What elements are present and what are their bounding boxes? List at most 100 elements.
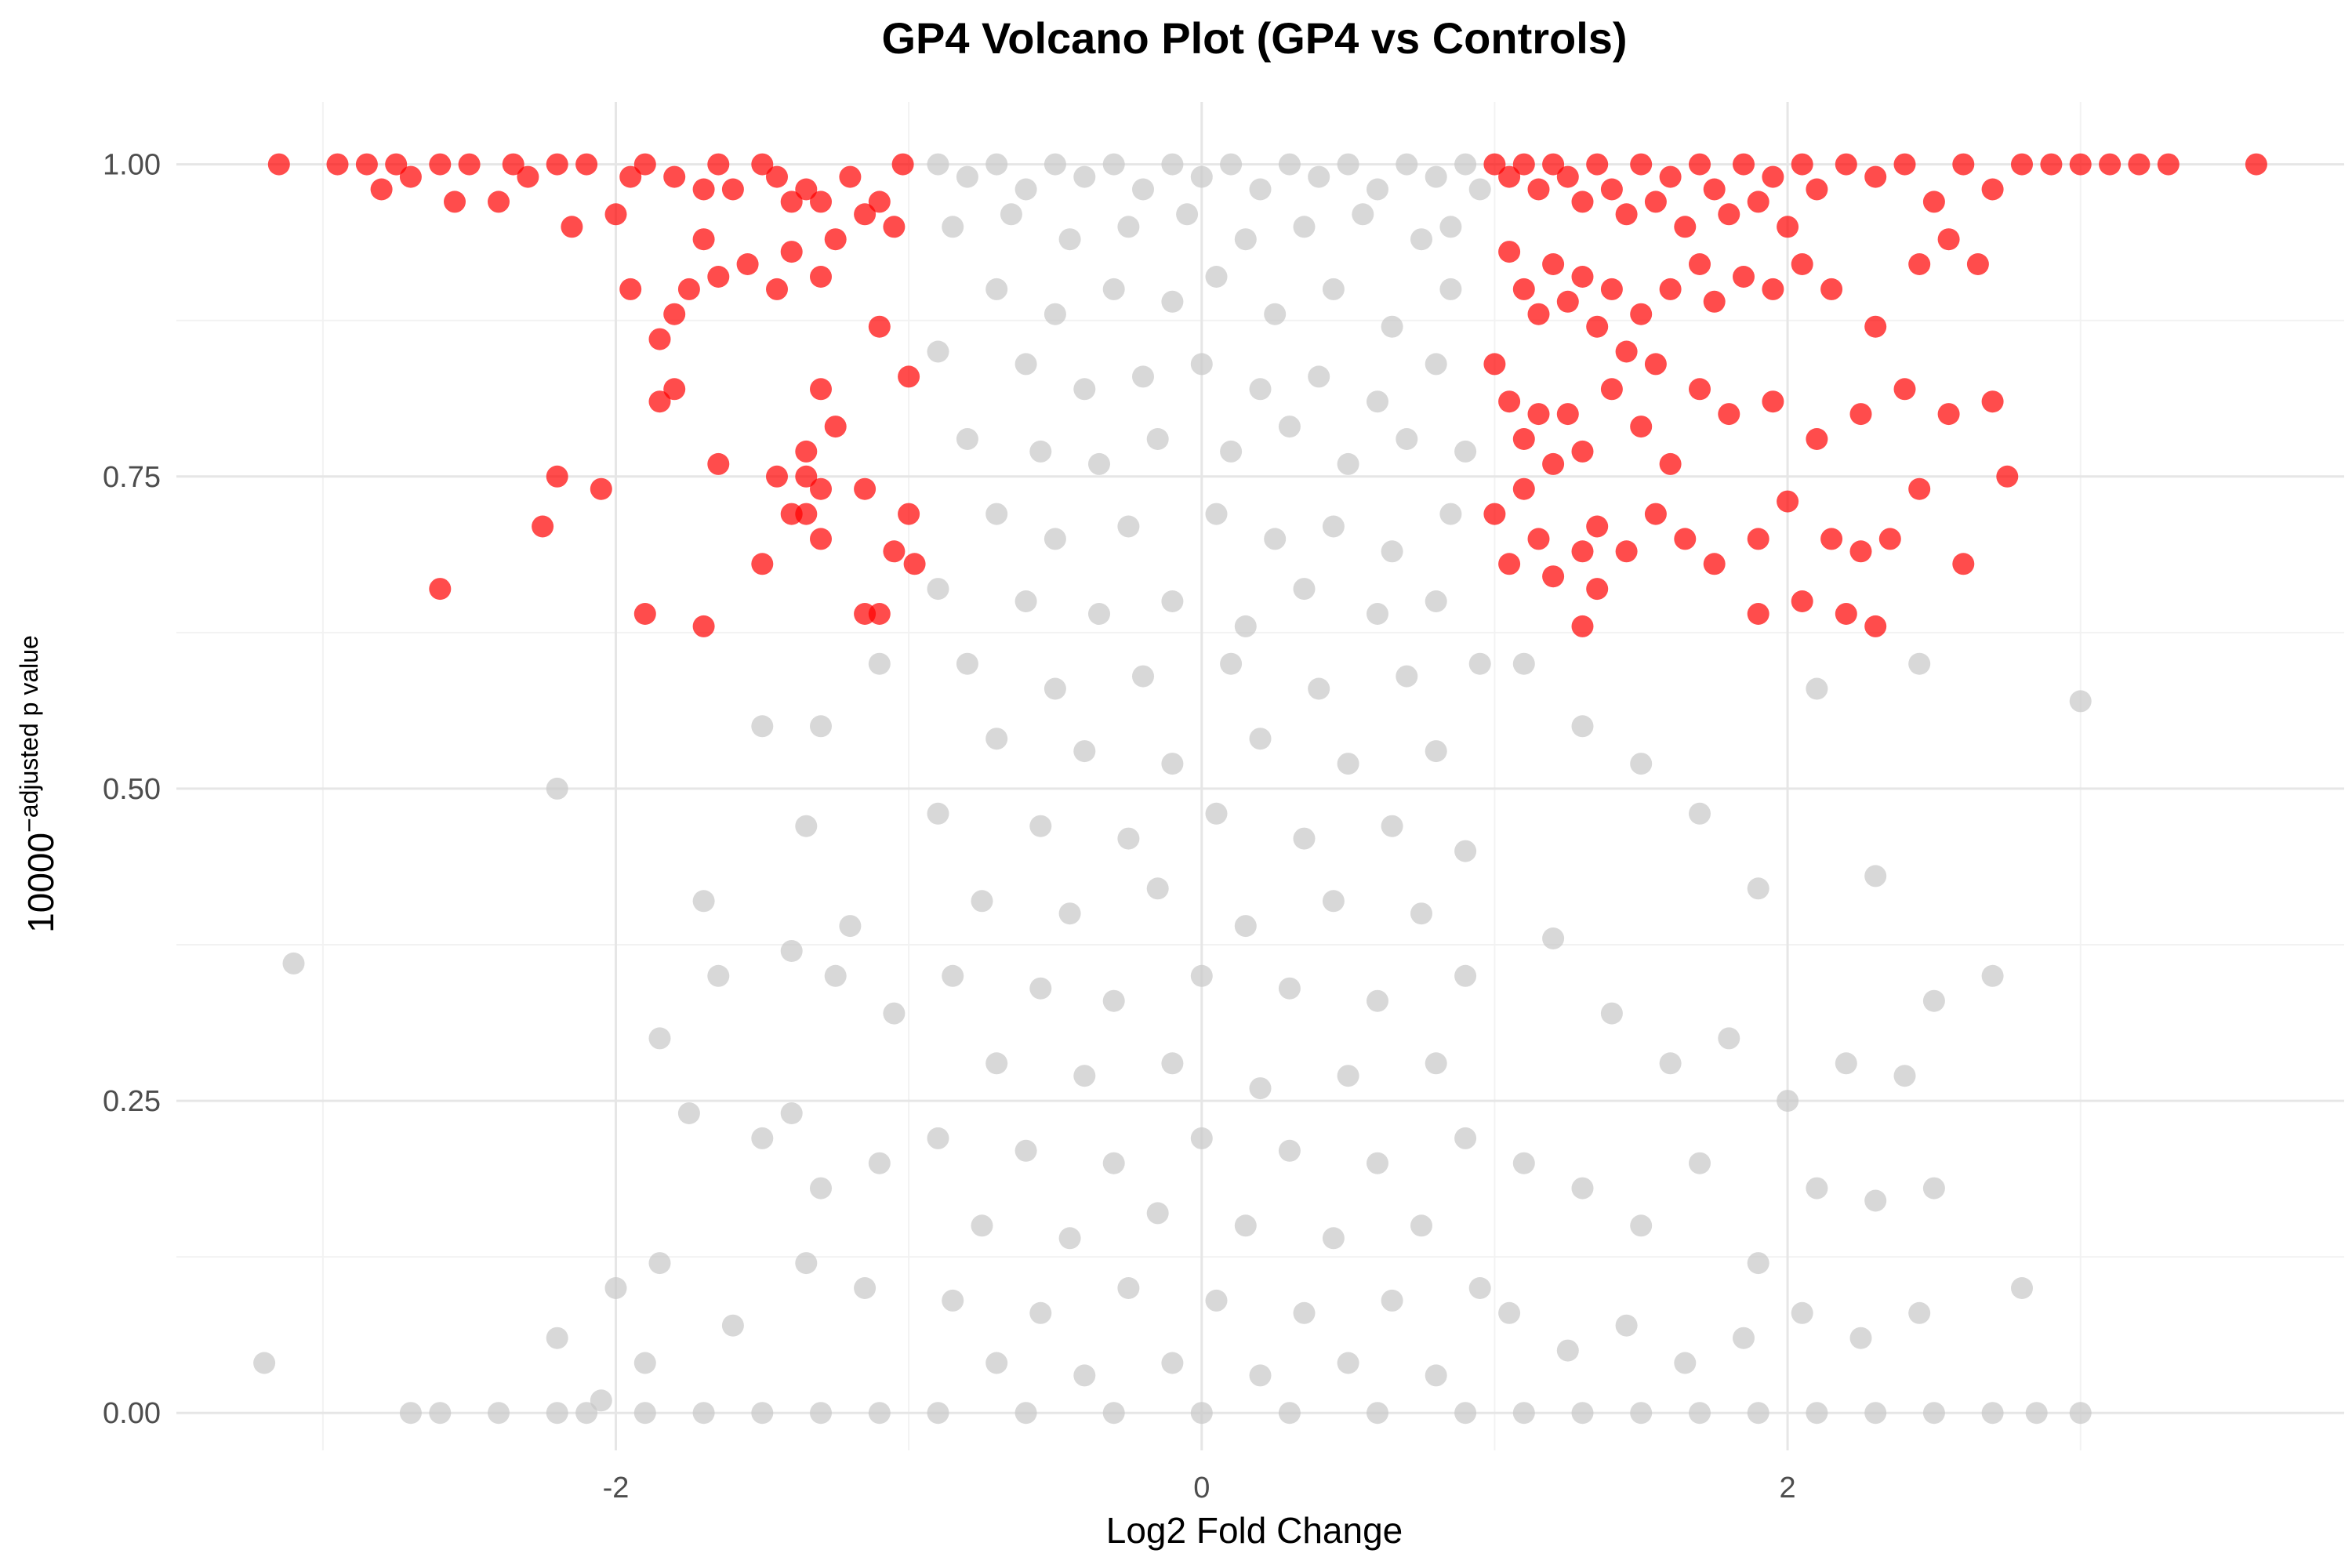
significant-point <box>903 553 926 575</box>
non-significant-point <box>1014 178 1037 201</box>
non-significant-point <box>1571 1402 1594 1425</box>
non-significant-point <box>2025 1402 2048 1425</box>
significant-point <box>1571 540 1594 563</box>
significant-point <box>1864 615 1887 637</box>
non-significant-point <box>1205 1289 1228 1312</box>
significant-point <box>751 153 774 176</box>
data-points <box>253 153 2267 1425</box>
non-significant-point <box>1146 877 1169 900</box>
non-significant-point <box>1659 1052 1682 1075</box>
non-significant-point <box>1498 1301 1521 1324</box>
non-significant-point <box>1014 353 1037 376</box>
significant-point <box>1689 378 1711 401</box>
non-significant-point <box>795 815 818 837</box>
non-significant-point <box>1454 964 1477 987</box>
non-significant-point <box>1367 390 1388 413</box>
non-significant-point <box>1747 877 1769 900</box>
non-significant-point <box>1029 977 1052 1000</box>
significant-point <box>795 178 818 201</box>
significant-point <box>1689 253 1711 275</box>
non-significant-point <box>1689 1152 1711 1174</box>
significant-point <box>868 315 891 338</box>
significant-point <box>1820 528 1843 550</box>
non-significant-point <box>1073 378 1096 401</box>
significant-point <box>1600 278 1623 300</box>
significant-point <box>1644 353 1667 376</box>
non-significant-point <box>1029 815 1052 837</box>
significant-point <box>1586 153 1609 176</box>
non-significant-point <box>692 890 715 913</box>
non-significant-point <box>1922 1402 1945 1425</box>
non-significant-point <box>1293 216 1316 238</box>
non-significant-point <box>1117 216 1140 238</box>
non-significant-point <box>1367 989 1388 1012</box>
significant-point <box>1659 278 1682 300</box>
x-tick-label: -2 <box>603 1472 630 1504</box>
significant-point <box>1718 203 1740 226</box>
significant-point <box>619 278 642 300</box>
non-significant-point <box>1410 1214 1432 1237</box>
non-significant-point <box>1777 1090 1799 1112</box>
significant-point <box>1498 241 1521 263</box>
significant-point <box>1981 390 2004 413</box>
significant-point <box>1849 540 1872 563</box>
non-significant-point <box>1234 615 1257 637</box>
significant-point <box>1674 528 1697 550</box>
significant-point <box>1498 553 1521 575</box>
non-significant-point <box>956 428 978 450</box>
non-significant-point <box>1278 1402 1301 1425</box>
significant-point <box>1600 178 1623 201</box>
significant-point <box>1908 253 1931 275</box>
non-significant-point <box>1014 590 1037 612</box>
non-significant-point <box>1322 1227 1345 1250</box>
non-significant-point <box>1367 178 1388 201</box>
non-significant-point <box>1337 1065 1359 1087</box>
non-significant-point <box>1161 1052 1184 1075</box>
significant-point <box>2157 153 2180 176</box>
non-significant-point <box>1556 1339 1579 1362</box>
non-significant-point <box>1161 153 1184 176</box>
non-significant-point <box>839 915 862 938</box>
significant-point <box>1556 165 1579 188</box>
significant-point <box>1952 153 1975 176</box>
significant-point <box>385 153 408 176</box>
non-significant-point <box>1674 1352 1697 1374</box>
non-significant-point <box>1000 203 1022 226</box>
non-significant-point <box>1630 1214 1653 1237</box>
non-significant-point <box>1161 753 1184 775</box>
non-significant-point <box>1190 964 1213 987</box>
non-significant-point <box>985 503 1008 525</box>
non-significant-point <box>927 1402 949 1425</box>
non-significant-point <box>1747 1402 1769 1425</box>
significant-point <box>810 477 832 500</box>
non-significant-point <box>1073 1364 1096 1387</box>
significant-point <box>2011 153 2033 176</box>
non-significant-point <box>1864 865 1887 887</box>
non-significant-point <box>1322 515 1345 538</box>
non-significant-point <box>1161 590 1184 612</box>
non-significant-point <box>1396 428 1418 450</box>
significant-point <box>677 278 700 300</box>
non-significant-point <box>1278 977 1301 1000</box>
significant-point <box>1893 153 1916 176</box>
non-significant-point <box>1908 1301 1931 1324</box>
non-significant-point <box>927 340 949 363</box>
tick-labels: -2 0 2 0.00 0.25 0.50 0.75 1.00 <box>103 149 1796 1504</box>
non-significant-point <box>985 1052 1008 1075</box>
non-significant-point <box>1220 153 1243 176</box>
significant-point <box>868 191 891 213</box>
significant-point <box>1878 528 1901 550</box>
significant-point <box>839 165 862 188</box>
significant-point <box>854 477 877 500</box>
significant-point <box>751 553 774 575</box>
non-significant-point <box>707 964 730 987</box>
non-significant-point <box>1058 1227 1081 1250</box>
x-tick-label: 0 <box>1193 1472 1210 1504</box>
significant-point <box>1762 165 1784 188</box>
non-significant-point <box>854 1277 877 1299</box>
non-significant-point <box>985 278 1008 300</box>
non-significant-point <box>1571 715 1594 738</box>
significant-point <box>1542 153 1565 176</box>
significant-point <box>633 603 656 625</box>
significant-point <box>1659 165 1682 188</box>
